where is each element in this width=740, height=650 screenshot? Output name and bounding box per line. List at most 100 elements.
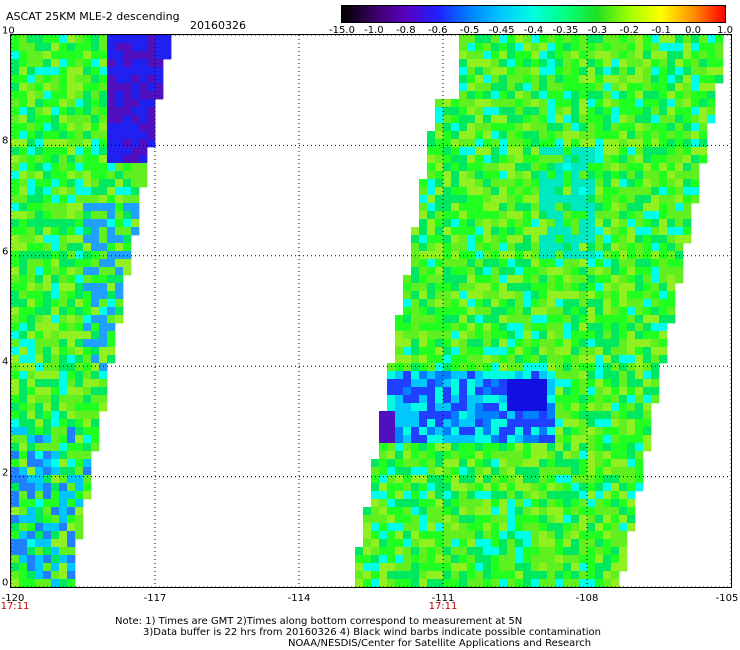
- swath-cell: [75, 483, 84, 492]
- swath-cell: [451, 107, 460, 116]
- swath-cell: [123, 267, 132, 276]
- swath-cell: [115, 35, 124, 44]
- swath-cell: [27, 451, 36, 460]
- swath-cell: [555, 75, 564, 84]
- swath-cell: [603, 379, 612, 388]
- swath-cell: [483, 443, 492, 452]
- swath-cell: [507, 419, 516, 428]
- swath-cell: [483, 379, 492, 388]
- swath-cell: [91, 419, 100, 428]
- swath-cell: [531, 251, 540, 260]
- swath-cell: [83, 259, 92, 268]
- swath-cell: [547, 387, 556, 396]
- swath-cell: [83, 299, 92, 308]
- swath-cell: [67, 195, 76, 204]
- swath-cell: [83, 323, 92, 332]
- swath-cell: [531, 291, 540, 300]
- swath-cell: [579, 315, 588, 324]
- swath-cell: [683, 187, 692, 196]
- swath-cell: [587, 555, 596, 564]
- swath-cell: [547, 515, 556, 524]
- swath-cell: [67, 579, 76, 587]
- swath-cell: [627, 59, 636, 68]
- swath-cell: [531, 299, 540, 308]
- swath-cell: [531, 267, 540, 276]
- swath-cell: [131, 51, 140, 60]
- swath-cell: [427, 531, 436, 540]
- swath-cell: [435, 475, 444, 484]
- swath-cell: [699, 51, 708, 60]
- swath-cell: [27, 195, 36, 204]
- swath-cell: [67, 35, 76, 44]
- swath-cell: [539, 443, 548, 452]
- swath-cell: [459, 43, 468, 52]
- swath-cell: [443, 283, 452, 292]
- swath-cell: [507, 131, 516, 140]
- swath-cell: [571, 203, 580, 212]
- swath-cell: [651, 59, 660, 68]
- swath-cell: [67, 323, 76, 332]
- swath-cell: [59, 107, 68, 116]
- swath-cell: [499, 283, 508, 292]
- swath-cell: [115, 307, 124, 316]
- swath-cell: [483, 171, 492, 180]
- swath-cell: [611, 307, 620, 316]
- swath-cell: [675, 51, 684, 60]
- swath-cell: [507, 275, 516, 284]
- swath-cell: [555, 427, 564, 436]
- swath-cell: [483, 491, 492, 500]
- swath-cell: [11, 483, 20, 492]
- swath-cell: [467, 523, 476, 532]
- swath-cell: [83, 331, 92, 340]
- swath-cell: [403, 475, 412, 484]
- swath-cell: [443, 539, 452, 548]
- swath-cell: [531, 491, 540, 500]
- swath-cell: [467, 323, 476, 332]
- swath-cell: [19, 507, 28, 516]
- swath-cell: [427, 219, 436, 228]
- swath-cell: [75, 371, 84, 380]
- swath-cell: [643, 371, 652, 380]
- swath-cell: [555, 339, 564, 348]
- swath-cell: [499, 291, 508, 300]
- swath-cell: [547, 227, 556, 236]
- swath-cell: [451, 411, 460, 420]
- swath-cell: [579, 235, 588, 244]
- swath-cell: [491, 91, 500, 100]
- swath-cell: [83, 243, 92, 252]
- swath-cell: [523, 427, 532, 436]
- swath-cell: [459, 59, 468, 68]
- swath-cell: [19, 275, 28, 284]
- swath-cell: [531, 275, 540, 284]
- swath-cell: [43, 59, 52, 68]
- swath-cell: [507, 339, 516, 348]
- swath-cell: [411, 227, 420, 236]
- swath-cell: [531, 507, 540, 516]
- swath-cell: [515, 427, 524, 436]
- swath-cell: [83, 139, 92, 148]
- swath-cell: [75, 355, 84, 364]
- swath-cell: [83, 275, 92, 284]
- swath-cell: [627, 411, 636, 420]
- swath-cell: [475, 203, 484, 212]
- swath-cell: [571, 339, 580, 348]
- swath-cell: [67, 547, 76, 556]
- swath-cell: [491, 219, 500, 228]
- swath-cell: [59, 387, 68, 396]
- swath-cell: [579, 59, 588, 68]
- swath-cell: [403, 315, 412, 324]
- swath-cell: [27, 523, 36, 532]
- swath-cell: [523, 227, 532, 236]
- swath-cell: [643, 139, 652, 148]
- swath-cell: [627, 523, 636, 532]
- swath-cell: [483, 451, 492, 460]
- swath-cell: [595, 179, 604, 188]
- swath-cell: [395, 483, 404, 492]
- swath-cell: [579, 531, 588, 540]
- swath-cell: [539, 435, 548, 444]
- swath-cell: [379, 539, 388, 548]
- swath-cell: [475, 307, 484, 316]
- swath-cell: [523, 547, 532, 556]
- swath-cell: [547, 523, 556, 532]
- swath-cell: [427, 467, 436, 476]
